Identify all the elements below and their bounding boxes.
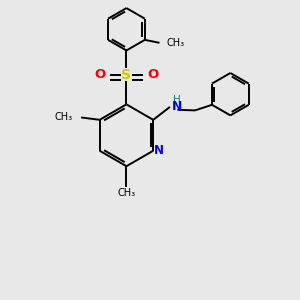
Text: CH₃: CH₃ — [54, 112, 72, 122]
Text: N: N — [172, 100, 183, 113]
Text: O: O — [147, 68, 159, 81]
Text: H: H — [173, 95, 181, 105]
Text: CH₃: CH₃ — [166, 38, 184, 48]
Text: N: N — [154, 144, 164, 157]
Text: S: S — [122, 68, 131, 82]
Text: O: O — [94, 68, 106, 81]
Text: CH₃: CH₃ — [117, 188, 136, 198]
